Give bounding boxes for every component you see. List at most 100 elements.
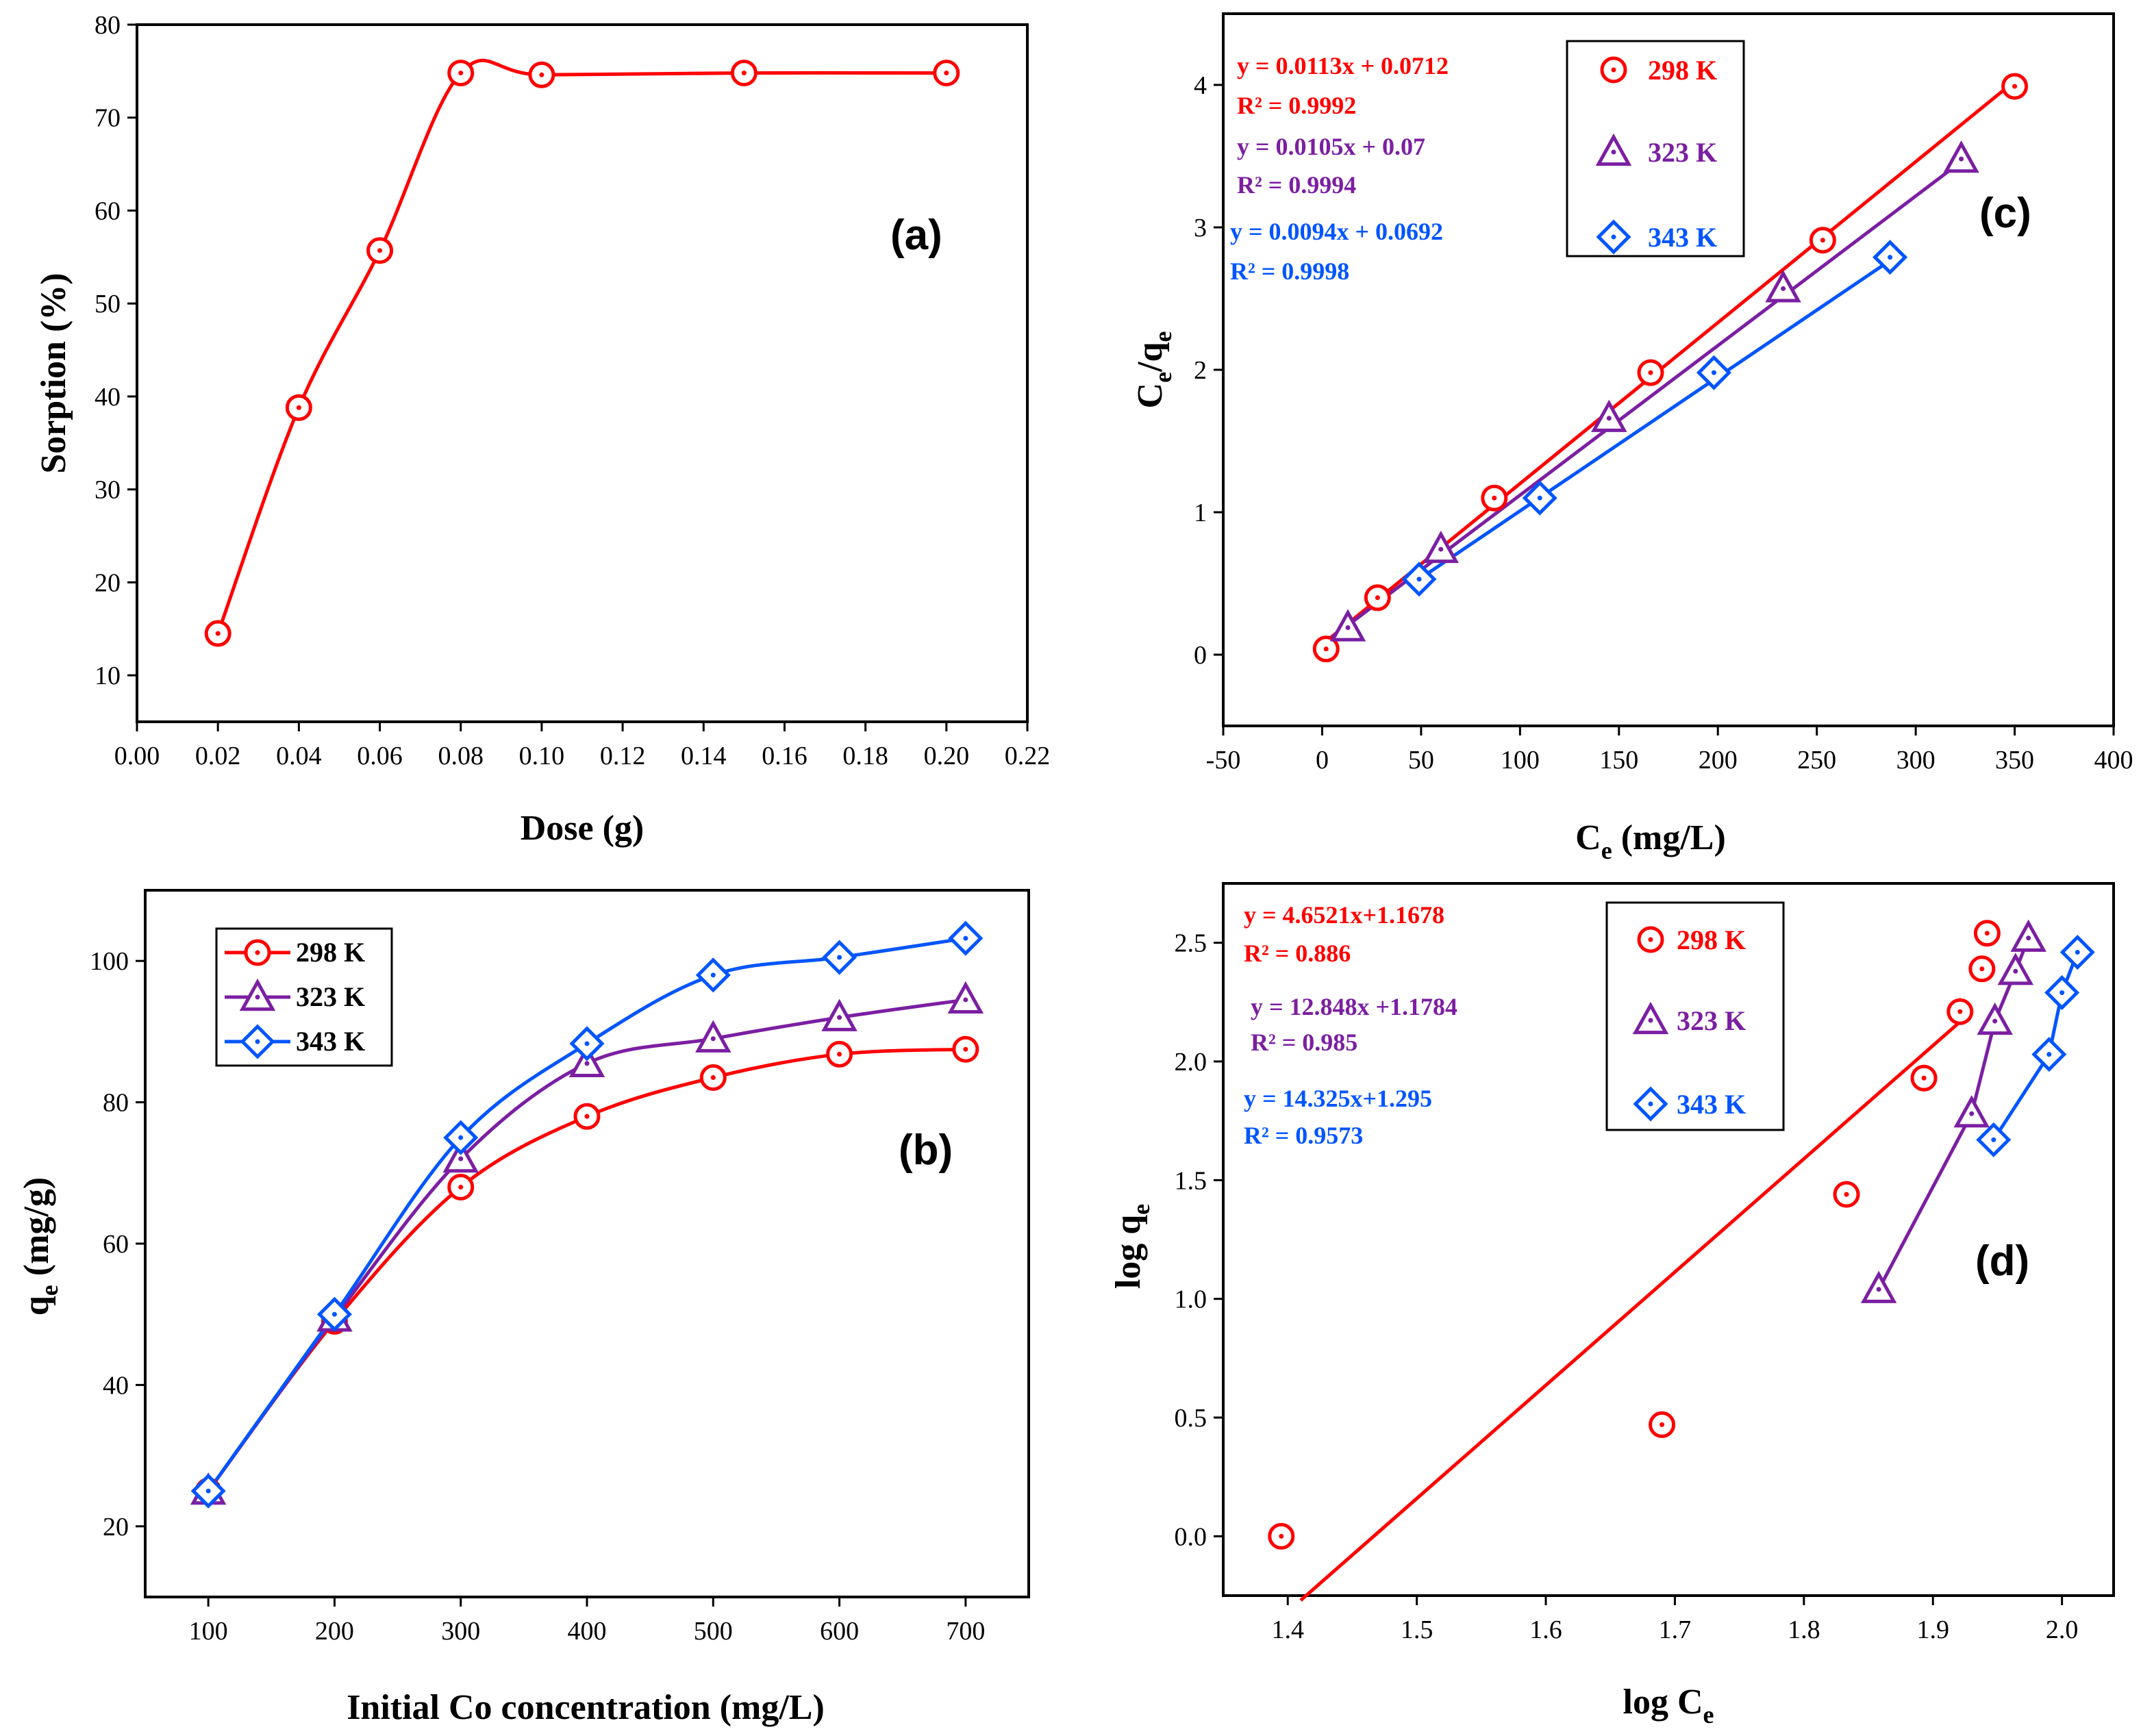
data-point-323-k xyxy=(1591,399,1627,432)
data-point-298-k xyxy=(1649,1411,1676,1438)
data-point-298-k xyxy=(1312,636,1340,663)
panel-a-lines xyxy=(216,58,947,634)
panel-b-legend-items xyxy=(225,939,290,1059)
x-tick-label: 0.12 xyxy=(600,742,646,770)
data-point-298-k xyxy=(1973,920,2001,947)
panel-a-x-title: Dose (g) xyxy=(521,809,644,848)
legend-marker xyxy=(1595,133,1632,166)
panel-c-markers xyxy=(1312,73,2029,663)
panel-b-markers xyxy=(190,920,984,1509)
fit-line-343-k xyxy=(1418,259,1891,581)
panel-d-legend-label-298: 298 K xyxy=(1677,924,1746,955)
y-tick-label: 60 xyxy=(95,197,121,225)
x-tick-label: 200 xyxy=(1699,746,1738,775)
data-point-sorption xyxy=(366,237,394,264)
panel-b-ticks: 100 200 300 400 500 600 700 20 40 60 80 100 xyxy=(90,947,985,1646)
x-tick-label: 300 xyxy=(1896,746,1936,775)
y-tick-label: 1.0 xyxy=(1175,1285,1207,1314)
x-tick-label: 0.14 xyxy=(681,742,727,770)
data-point-343-k xyxy=(1976,1122,2012,1157)
panel-d-eq-323: y = 12.848x +1.1784 xyxy=(1251,993,1457,1020)
x-tick-label: 0.06 xyxy=(357,742,403,770)
panel-d-y-title: log qe xyxy=(1109,1204,1155,1289)
x-tick-label: 700 xyxy=(946,1617,985,1646)
legend-marker xyxy=(1633,1086,1668,1122)
data-point-298-k xyxy=(1637,359,1664,386)
data-point-343-k xyxy=(190,1473,226,1509)
data-point-323-k xyxy=(1423,530,1460,564)
data-point-298-k xyxy=(1946,998,1974,1025)
x-tick-label: 0.04 xyxy=(276,742,322,770)
data-point-298-k xyxy=(1268,1522,1295,1550)
panel-c-equations: y = 0.0113x + 0.0712 R² = 0.9992 y = 0.0… xyxy=(1230,52,1449,285)
y-tick-label: 40 xyxy=(103,1371,129,1400)
panel-d-legend-label-343: 343 K xyxy=(1677,1089,1746,1120)
x-tick-label: 0 xyxy=(1316,746,1329,775)
data-point-343-k xyxy=(695,957,731,993)
panel-d-legend-items xyxy=(1632,926,1669,1122)
y-tick-label: 20 xyxy=(103,1513,129,1542)
panel-a-ticks: 0.00 0.02 0.04 0.06 0.08 0.10 0.12 0.14 0.16 0.18… xyxy=(95,11,1050,770)
legend-marker xyxy=(1637,926,1664,953)
panel-c-legend-label-323: 323 K xyxy=(1648,137,1717,168)
x-tick-label: 0.08 xyxy=(438,742,484,770)
panel-a: 0.00 0.02 0.04 0.06 0.08 0.10 0.12 0.14 0.16 0.18… xyxy=(34,11,1050,848)
legend-marker xyxy=(239,978,276,1011)
panel-d-legend: 298 K 323 K 343 K xyxy=(1605,901,1785,1131)
data-point-343-k xyxy=(1401,562,1437,597)
data-point-323-k xyxy=(695,1020,731,1053)
panel-d-tag: (d) xyxy=(1975,1237,2029,1285)
series-line-sorption xyxy=(216,58,947,634)
panel-b-legend-label-323: 323 K xyxy=(296,981,365,1012)
y-tick-label: 80 xyxy=(103,1089,129,1118)
y-tick-label: 20 xyxy=(95,568,121,597)
data-point-298-k xyxy=(1910,1064,1938,1092)
legend-marker xyxy=(1632,1001,1669,1035)
data-point-343-k xyxy=(2059,934,2095,970)
data-point-298-k xyxy=(2001,73,2029,100)
y-tick-label: 70 xyxy=(95,104,121,133)
x-tick-label: 400 xyxy=(568,1617,607,1646)
data-point-323-k xyxy=(1977,1002,2013,1035)
panel-d-markers xyxy=(1268,919,2095,1550)
panel-c: -50 0 50 100 150 200 250 300 350 400 0 1 2 3 4 y = 0.0… xyxy=(1131,12,2133,864)
panel-c-eq-298: y = 0.0113x + 0.0712 xyxy=(1237,52,1449,79)
x-tick-label: 100 xyxy=(1501,746,1540,775)
panel-c-eq-323: y = 0.0105x + 0.07 xyxy=(1237,133,1425,160)
fit-line-298-k xyxy=(1299,1010,1973,1602)
y-tick-label: 1.5 xyxy=(1175,1166,1207,1195)
data-point-323-k xyxy=(1329,609,1366,642)
fit-line-343-k xyxy=(1992,951,2079,1141)
data-point-298-k xyxy=(1968,955,1996,983)
panel-a-markers xyxy=(204,60,960,647)
panel-a-frame xyxy=(136,23,1029,723)
panel-d-r2-298: R² = 0.886 xyxy=(1244,940,1351,967)
data-point-323-k xyxy=(1943,140,1979,173)
data-point-343-k xyxy=(1873,240,1908,275)
panel-d-r2-323: R² = 0.985 xyxy=(1251,1029,1357,1056)
data-point-298-k xyxy=(1481,484,1508,512)
x-tick-label: 1.9 xyxy=(1916,1615,1949,1644)
panel-d-equations: y = 4.6521x+1.1678 R² = 0.886 y = 12.848… xyxy=(1244,901,1457,1149)
panel-c-ticks: -50 0 50 100 150 200 250 300 350 400 0 1 2 3 4 xyxy=(1194,71,2133,775)
data-point-298-k xyxy=(1833,1181,1860,1208)
y-tick-label: 100 xyxy=(90,947,129,976)
panel-b-legend: 298 K 323 K 343 K xyxy=(215,927,393,1067)
x-tick-label: 200 xyxy=(315,1617,354,1646)
panel-b-y-title: qe (mg/g) xyxy=(17,1177,63,1316)
panel-d-eq-298: y = 4.6521x+1.1678 xyxy=(1244,901,1444,929)
panel-d-r2-343: R² = 0.9573 xyxy=(1244,1122,1363,1149)
fit-line-323-k xyxy=(1877,937,2030,1290)
data-point-298-k xyxy=(699,1064,727,1091)
x-tick-label: 100 xyxy=(189,1617,228,1646)
data-point-323-k xyxy=(2010,919,2046,952)
y-tick-label: 40 xyxy=(95,383,121,412)
data-point-sorption xyxy=(447,60,475,87)
panel-c-y-title: Ce/qe xyxy=(1131,331,1177,409)
panel-d-legend-label-323: 323 K xyxy=(1677,1005,1746,1036)
y-tick-label: 10 xyxy=(95,662,121,690)
y-tick-label: 80 xyxy=(95,11,121,40)
data-point-343-k xyxy=(1696,355,1731,390)
panel-c-eq-343: y = 0.0094x + 0.0692 xyxy=(1230,218,1443,245)
panel-a-tag: (a) xyxy=(890,212,942,259)
